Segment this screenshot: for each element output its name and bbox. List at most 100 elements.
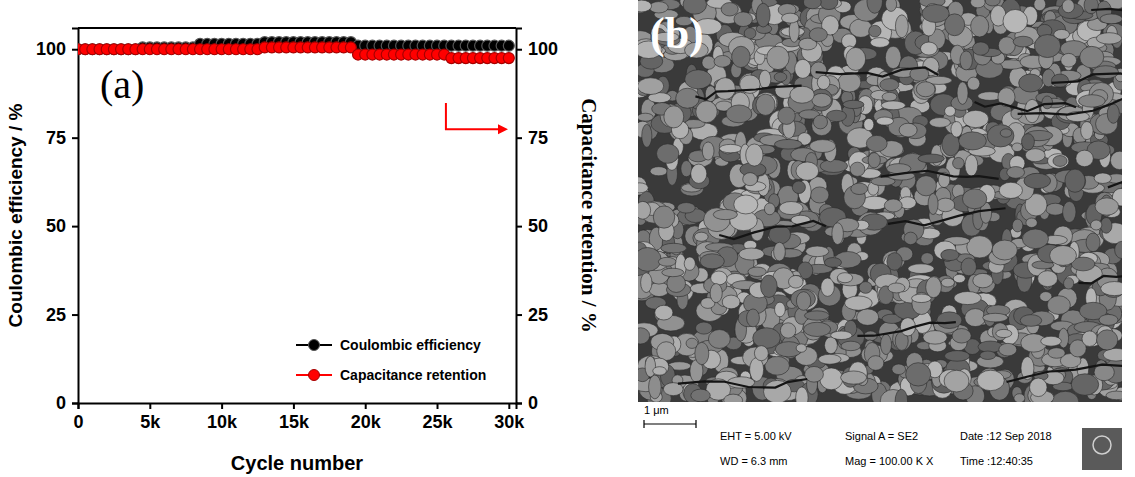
sem-grain bbox=[767, 46, 789, 69]
y-tick: 75 bbox=[46, 128, 78, 148]
sem-grain bbox=[992, 240, 1017, 260]
sem-grain bbox=[638, 201, 651, 219]
sem-grain bbox=[795, 59, 811, 78]
sem-grain bbox=[774, 139, 802, 149]
sem-grain bbox=[857, 309, 879, 325]
sem-grain bbox=[918, 154, 944, 163]
sem-grain bbox=[642, 124, 652, 147]
sem-grain bbox=[922, 5, 949, 23]
sem-grain bbox=[1082, 331, 1097, 347]
sem-grain bbox=[778, 107, 795, 124]
sem-grain bbox=[895, 389, 907, 402]
sem-grain bbox=[885, 46, 901, 68]
y2-tick-label: 0 bbox=[528, 393, 538, 413]
sem-grain bbox=[691, 389, 710, 402]
sem-grain bbox=[754, 346, 768, 361]
sem-grain bbox=[657, 342, 676, 361]
sem-grain bbox=[759, 70, 771, 88]
sem-grain bbox=[676, 88, 700, 108]
sem-grain bbox=[734, 12, 753, 27]
sem-grain bbox=[824, 258, 841, 268]
sem-grain bbox=[876, 117, 893, 125]
sem-crack bbox=[695, 86, 801, 100]
x-tick-mark bbox=[293, 403, 295, 409]
sem-grain bbox=[781, 13, 798, 23]
sem-grain bbox=[970, 0, 985, 8]
sem-grain bbox=[996, 329, 1012, 337]
sem-grain bbox=[761, 275, 778, 297]
sem-grain bbox=[1024, 173, 1051, 188]
sem-grain bbox=[972, 42, 989, 55]
y-tick: 100 bbox=[36, 39, 78, 59]
sem-grain bbox=[895, 15, 908, 38]
sem-grain bbox=[1030, 378, 1048, 397]
annotation-arrow bbox=[446, 103, 500, 129]
sem-grain bbox=[1080, 46, 1104, 68]
sem-grain bbox=[1047, 296, 1070, 315]
sem-grain bbox=[1014, 394, 1025, 402]
sem-grain bbox=[796, 387, 808, 402]
sem-grain bbox=[888, 283, 905, 293]
sem-grain bbox=[1079, 95, 1106, 107]
sem-grain bbox=[638, 328, 650, 344]
sem-grain bbox=[661, 243, 687, 253]
y2-tick-mark bbox=[516, 403, 522, 405]
x-axis: 05k10k15k20k25k30k bbox=[73, 403, 525, 432]
x-tick-label: 0 bbox=[73, 412, 83, 432]
sem-grain bbox=[1097, 330, 1118, 350]
sem-grain bbox=[899, 123, 917, 137]
sem-grain bbox=[957, 82, 968, 105]
sem-grain bbox=[726, 105, 752, 123]
sem-grain bbox=[1020, 315, 1042, 327]
sem-grain bbox=[1042, 96, 1053, 109]
sem-grain bbox=[747, 309, 760, 327]
sem-grain bbox=[743, 173, 758, 186]
sem-grain bbox=[658, 257, 676, 266]
sem-grain bbox=[843, 100, 864, 108]
sem-grain bbox=[792, 181, 805, 194]
y-tick-label: 100 bbox=[36, 39, 66, 59]
sem-grain bbox=[700, 254, 724, 269]
sem-grain bbox=[965, 155, 978, 177]
sem-grain bbox=[719, 144, 742, 152]
sem-grain bbox=[641, 273, 652, 293]
sem-grain bbox=[1022, 229, 1048, 249]
sem-grain bbox=[713, 209, 737, 219]
y2-axis-line bbox=[517, 29, 523, 404]
sem-grain bbox=[1000, 129, 1012, 137]
figure: 05k10k15k20k25k30k02550751000255075100(a… bbox=[0, 0, 1135, 477]
sem-grain bbox=[880, 79, 899, 91]
sem-grain bbox=[746, 144, 763, 166]
sem-grain bbox=[1081, 122, 1093, 140]
sem-grain bbox=[1061, 53, 1077, 67]
sem-grain bbox=[864, 118, 874, 130]
y2-axis: 0255075100 bbox=[516, 29, 558, 414]
sem-grain bbox=[887, 253, 902, 271]
scale-bar bbox=[644, 420, 696, 428]
sem-grain bbox=[906, 363, 931, 386]
y2-tick: 25 bbox=[516, 305, 548, 325]
series-marker bbox=[503, 40, 514, 51]
sem-grain bbox=[937, 312, 962, 329]
sem-grain bbox=[841, 371, 867, 384]
sem-grain bbox=[908, 264, 934, 274]
sem-grain bbox=[732, 46, 751, 67]
sem-crack bbox=[1018, 97, 1122, 115]
sem-grain bbox=[805, 366, 824, 382]
logo bbox=[1082, 428, 1122, 470]
sem-grain bbox=[837, 273, 852, 283]
series-marker bbox=[503, 53, 514, 64]
plot-frame bbox=[78, 27, 516, 29]
sem-image bbox=[638, 0, 1122, 402]
sem-grain bbox=[1076, 150, 1094, 167]
y2-tick: 0 bbox=[516, 393, 538, 413]
sem-grain bbox=[1100, 14, 1122, 24]
sem-grain bbox=[638, 247, 661, 271]
sem-grain bbox=[1093, 66, 1119, 79]
y2-tick-label: 25 bbox=[528, 305, 548, 325]
sem-grain bbox=[923, 331, 947, 345]
sem-crack bbox=[1108, 177, 1122, 187]
sem-grain bbox=[868, 153, 880, 168]
y-tick-label: 0 bbox=[56, 393, 66, 413]
sem-grain bbox=[650, 167, 667, 176]
